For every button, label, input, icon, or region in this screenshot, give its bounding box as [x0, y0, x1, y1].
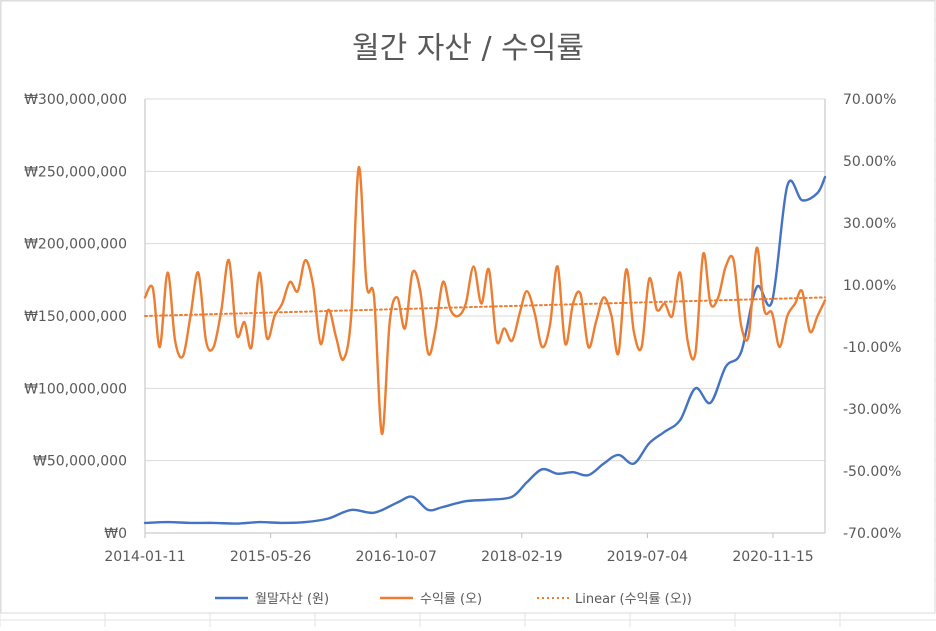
right-tick-label: -70.00% — [843, 526, 901, 542]
left-tick-label: ₩100,000,000 — [24, 381, 127, 397]
left-tick-label: ₩150,000,000 — [24, 309, 127, 325]
right-axis-ticks: -70.00% -50.00% -30.00% -10.00% 10.00% 30.00%… — [843, 92, 901, 542]
right-tick-label: -30.00% — [843, 402, 901, 418]
left-tick-label: ₩300,000,000 — [24, 92, 127, 108]
right-tick-label: 50.00% — [843, 154, 896, 170]
series-assets-line[interactable] — [143, 175, 827, 525]
legend-item-trend-label[interactable]: Linear (수익률 (오)) — [575, 592, 692, 607]
x-tick-label: 2018-02-19 — [481, 549, 562, 565]
right-tick-label: -50.00% — [843, 464, 901, 480]
x-tick-label: 2019-07-04 — [607, 549, 688, 565]
x-tick-label: 2016-10-07 — [356, 549, 437, 565]
chart-frame[interactable] — [0, 0, 936, 614]
right-tick-label: 30.00% — [843, 216, 896, 232]
gridlines — [144, 98, 826, 534]
left-tick-label: ₩0 — [104, 526, 127, 542]
left-tick-label: ₩50,000,000 — [33, 454, 127, 470]
right-tick-label: 70.00% — [843, 92, 896, 108]
series-trend-line[interactable] — [144, 296, 826, 317]
series-returns-line[interactable] — [143, 165, 827, 436]
legend: 월말자산 (원) 수익률 (오) Linear (수익률 (오)) — [215, 592, 692, 607]
chart-title: 월간 자산 / 수익률 — [352, 31, 584, 66]
left-axis-ticks: ₩0 ₩50,000,000 ₩100,000,000 ₩150,000,000 ₩20… — [24, 92, 127, 542]
right-tick-label: -10.00% — [843, 340, 901, 356]
x-tick-label: 2015-05-26 — [230, 549, 311, 565]
legend-item-returns-label[interactable]: 수익률 (오) — [420, 592, 482, 607]
x-axis-ticks: 2014-01-11 2015-05-26 2016-10-07 2018-02-19… — [104, 533, 814, 565]
left-tick-label: ₩250,000,000 — [24, 164, 127, 180]
x-tick-label: 2014-01-11 — [104, 549, 185, 565]
legend-item-assets-label[interactable]: 월말자산 (원) — [255, 592, 329, 607]
right-tick-label: 10.00% — [843, 278, 896, 294]
left-tick-label: ₩200,000,000 — [24, 237, 127, 253]
x-tick-label: 2020-11-15 — [732, 549, 813, 565]
series-layer — [143, 165, 827, 525]
